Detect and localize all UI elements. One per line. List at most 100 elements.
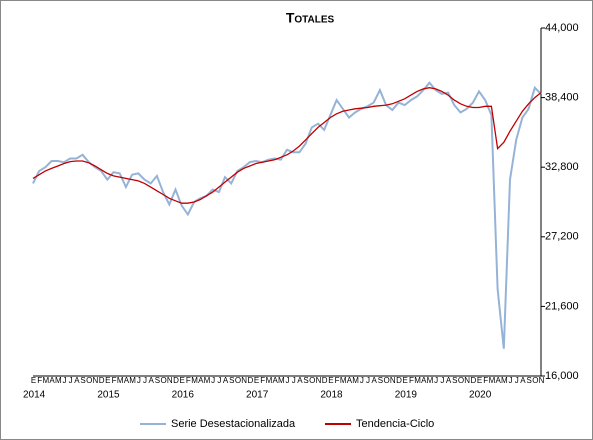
year-label: 2019 (395, 390, 418, 401)
x-tick-label: N (167, 376, 173, 385)
x-tick-label: A (49, 376, 55, 385)
x-tick-label: A (347, 376, 353, 385)
x-tick-label: J (366, 376, 370, 385)
x-tick-label: J (62, 376, 66, 385)
x-tick-label: A (421, 376, 427, 385)
x-tick-label: A (223, 376, 229, 385)
x-tick-label: A (446, 376, 452, 385)
x-tick-label: M (278, 376, 285, 385)
series-line (32, 81, 542, 349)
x-tick-label: D (396, 376, 402, 385)
year-label: 2020 (469, 390, 492, 401)
x-tick-label: J (143, 376, 147, 385)
x-tick-label: A (372, 376, 378, 385)
x-tick-label: J (360, 376, 364, 385)
x-tick-label: D (173, 376, 179, 385)
x-tick-label: E (254, 376, 259, 385)
x-tick-label: N (539, 376, 545, 385)
x-tick-label: F (335, 376, 340, 385)
year-label: 2014 (23, 390, 46, 401)
series-line (32, 87, 542, 204)
x-tick-label: F (260, 376, 265, 385)
x-tick-label: N (316, 376, 322, 385)
x-tick-label: S (526, 376, 531, 385)
x-tick-label: D (99, 376, 105, 385)
x-tick-label: A (272, 376, 278, 385)
x-tick-label: A (520, 376, 526, 385)
x-tick-label: O (86, 376, 92, 385)
y-tick-label: 44,000 (545, 22, 579, 34)
x-tick-label: O (458, 376, 464, 385)
x-tick-label: J (509, 376, 513, 385)
x-tick-label: F (483, 376, 488, 385)
x-tick-label: M (414, 376, 421, 385)
x-tick-label: A (124, 376, 130, 385)
x-tick-label: M (489, 376, 496, 385)
x-tick-label: A (495, 376, 501, 385)
x-tick-label: E (328, 376, 333, 385)
x-tick-label: M (191, 376, 198, 385)
x-tick-label: F (37, 376, 42, 385)
x-tick-label: O (160, 376, 166, 385)
y-tick-label: 38,400 (545, 92, 579, 104)
x-tick-label: N (464, 376, 470, 385)
x-tick-label: E (403, 376, 408, 385)
x-tick-label: N (241, 376, 247, 385)
x-tick-label: J (69, 376, 73, 385)
x-tick-label: M (352, 376, 359, 385)
x-tick-label: N (93, 376, 99, 385)
x-tick-label: E (477, 376, 482, 385)
x-tick-label: A (74, 376, 80, 385)
legend-label: Serie Desestacionalizada (171, 418, 296, 430)
x-tick-label: S (80, 376, 85, 385)
x-tick-label: E (31, 376, 36, 385)
x-tick-label: J (217, 376, 221, 385)
x-tick-label: J (515, 376, 519, 385)
x-tick-label: E (105, 376, 110, 385)
x-tick-label: S (378, 376, 383, 385)
x-tick-label: A (149, 376, 155, 385)
x-tick-label: J (286, 376, 290, 385)
x-tick-label: F (186, 376, 191, 385)
x-tick-label: S (229, 376, 234, 385)
x-tick-label: E (180, 376, 185, 385)
x-tick-label: F (409, 376, 414, 385)
x-tick-label: O (235, 376, 241, 385)
x-tick-label: M (204, 376, 211, 385)
x-tick-label: J (434, 376, 438, 385)
x-tick-label: A (297, 376, 303, 385)
x-tick-label: M (43, 376, 50, 385)
x-tick-label: S (452, 376, 457, 385)
x-tick-label: M (266, 376, 273, 385)
chart-title: Totales (286, 10, 335, 26)
y-tick-label: 16,000 (545, 370, 579, 382)
y-tick-label: 27,200 (545, 231, 579, 243)
year-label: 2016 (172, 390, 195, 401)
x-tick-label: M (117, 376, 124, 385)
x-tick-label: J (292, 376, 296, 385)
x-tick-label: M (501, 376, 508, 385)
y-tick-label: 32,800 (545, 161, 579, 173)
year-label: 2015 (97, 390, 120, 401)
x-tick-label: M (129, 376, 136, 385)
x-tick-label: A (198, 376, 204, 385)
x-tick-label: J (440, 376, 444, 385)
x-tick-label: O (384, 376, 390, 385)
x-tick-label: M (55, 376, 62, 385)
x-tick-label: D (247, 376, 253, 385)
x-tick-label: O (532, 376, 538, 385)
x-tick-label: S (303, 376, 308, 385)
x-tick-label: S (155, 376, 160, 385)
x-tick-label: J (211, 376, 215, 385)
x-tick-label: M (340, 376, 347, 385)
x-tick-label: O (309, 376, 315, 385)
year-label: 2018 (320, 390, 343, 401)
x-tick-label: D (322, 376, 328, 385)
legend-label: Tendencia-Ciclo (356, 418, 434, 430)
x-tick-label: M (427, 376, 434, 385)
x-tick-label: N (390, 376, 396, 385)
x-tick-label: F (112, 376, 117, 385)
x-tick-label: J (137, 376, 141, 385)
y-tick-label: 21,600 (545, 300, 579, 312)
